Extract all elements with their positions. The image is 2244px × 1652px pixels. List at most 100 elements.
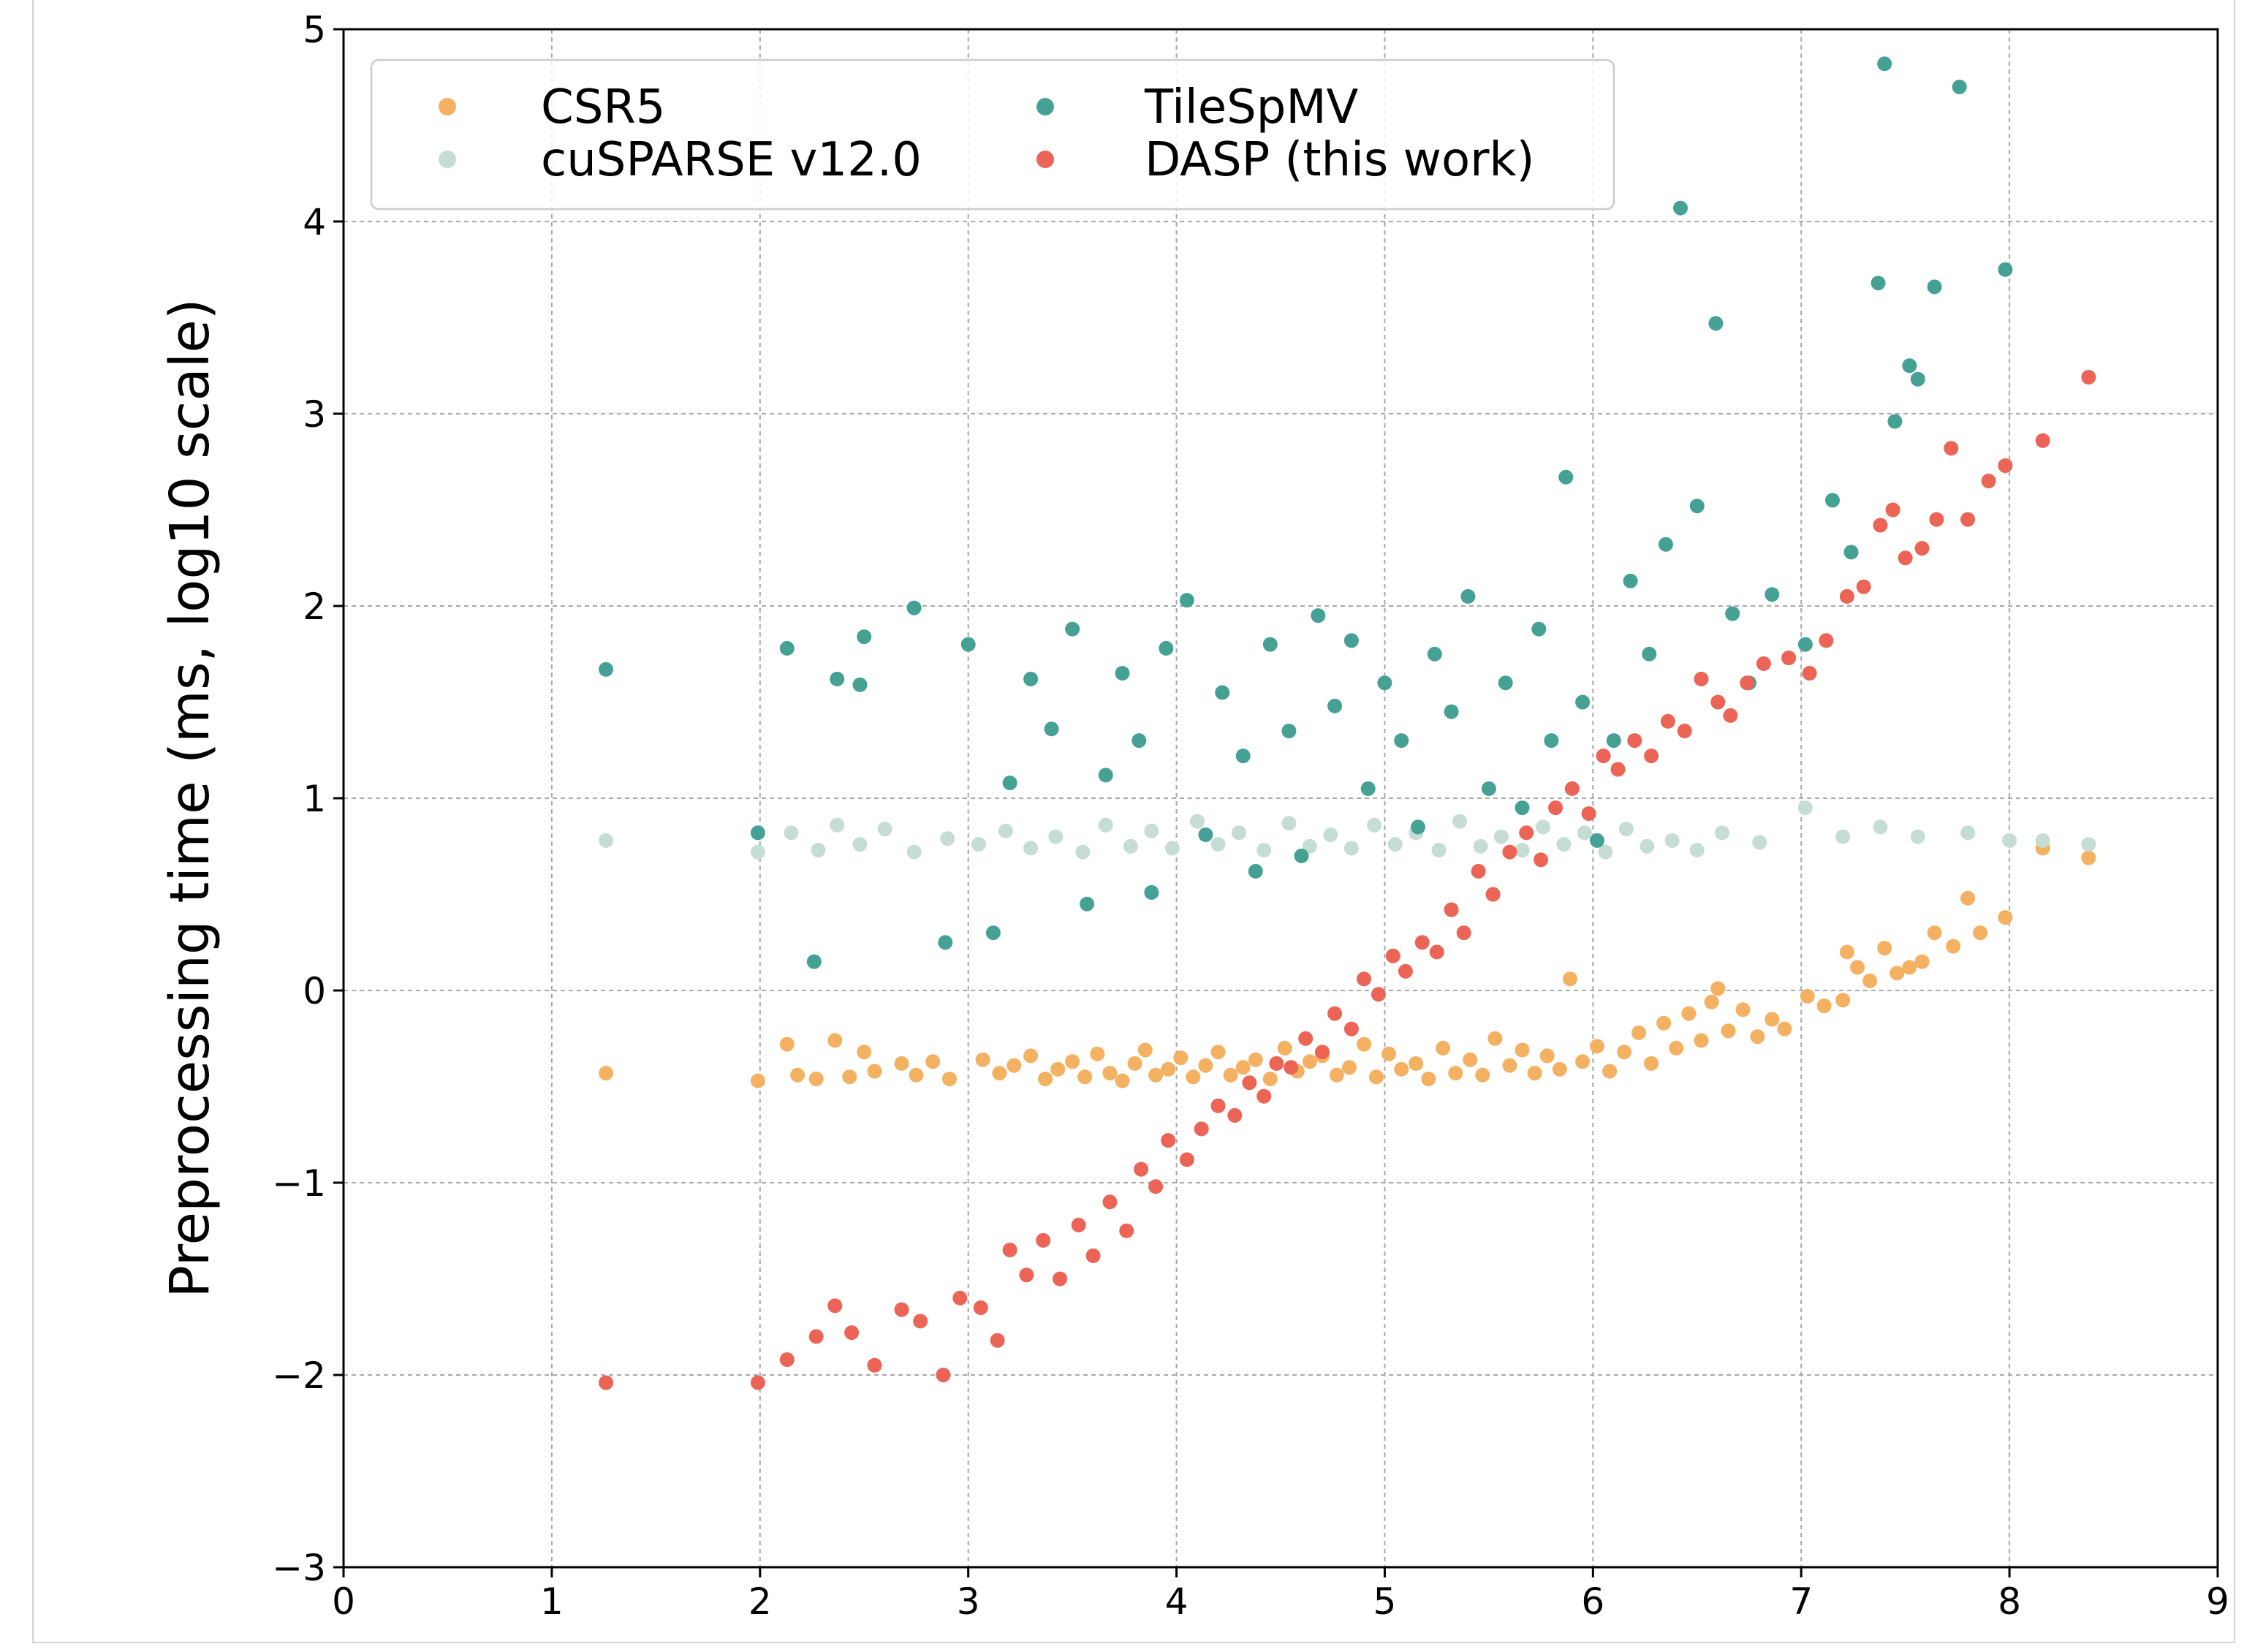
x-tick-label: 7 — [1789, 1580, 1813, 1623]
data-point — [1952, 79, 1967, 94]
data-point — [1387, 837, 1403, 852]
data-point — [1186, 1069, 1201, 1085]
data-point — [1539, 1048, 1555, 1064]
data-point — [867, 1064, 882, 1079]
data-point — [1502, 1058, 1517, 1073]
data-point — [1519, 825, 1534, 841]
data-point — [1725, 606, 1740, 621]
data-point — [925, 1054, 941, 1069]
data-point — [1800, 988, 1815, 1004]
data-point — [1750, 1029, 1765, 1045]
data-point — [1065, 1054, 1080, 1069]
data-point — [1877, 941, 1892, 956]
series-cusparse-v12-0 — [599, 800, 2096, 860]
data-point — [1548, 800, 1563, 816]
data-point — [1885, 502, 1900, 518]
data-point — [1998, 458, 2013, 473]
data-point — [1123, 838, 1138, 854]
x-tick-label: 8 — [1998, 1580, 2021, 1623]
data-point — [1284, 1060, 1299, 1075]
data-point — [1664, 833, 1680, 848]
data-point — [1602, 1064, 1618, 1079]
y-tick-label: 2 — [303, 586, 326, 628]
data-point — [1431, 843, 1447, 857]
x-tick-label: 9 — [2206, 1580, 2229, 1623]
data-point — [1262, 637, 1278, 652]
y-tick-label: −3 — [272, 1547, 326, 1589]
data-point — [1036, 1232, 1051, 1248]
data-point — [1825, 493, 1840, 508]
x-tick-label: 0 — [332, 1580, 355, 1623]
data-point — [1631, 1025, 1646, 1040]
data-point — [1115, 1073, 1130, 1088]
data-point — [1960, 890, 1976, 906]
data-point — [1343, 1021, 1359, 1037]
data-point — [1198, 827, 1213, 842]
data-point — [1577, 825, 1592, 841]
legend-label: TileSpMV — [1144, 80, 1359, 134]
data-point — [1623, 573, 1638, 588]
data-point — [1802, 666, 1817, 681]
data-point — [779, 640, 795, 656]
data-point — [1065, 621, 1080, 637]
data-point — [1077, 1069, 1093, 1085]
data-point — [1617, 1045, 1632, 1060]
data-points — [599, 56, 2096, 1390]
data-point — [1436, 1040, 1451, 1056]
axis-ticks: 0 1 2 3 4 5 6 7 8 9 −3 −2 −1 0 1 2 3 4 5 — [272, 9, 2229, 1623]
data-point — [1256, 843, 1272, 857]
data-point — [779, 1352, 795, 1367]
data-point — [1232, 825, 1246, 841]
data-point — [1590, 1039, 1604, 1054]
data-point — [857, 1045, 872, 1060]
data-point — [1394, 1061, 1409, 1077]
data-point — [1694, 671, 1709, 686]
data-point — [1421, 1072, 1436, 1086]
data-point — [1910, 829, 1925, 844]
data-point — [1137, 1042, 1153, 1058]
data-point — [806, 954, 822, 969]
legend-label: DASP (this work) — [1145, 133, 1534, 187]
data-point — [2035, 433, 2050, 448]
data-point — [599, 833, 613, 848]
data-point — [1473, 838, 1488, 854]
data-point — [1294, 848, 1309, 863]
data-point — [1367, 817, 1382, 833]
data-point — [1752, 835, 1767, 850]
data-point — [1161, 1061, 1176, 1077]
data-point — [1448, 1066, 1463, 1081]
data-point — [1627, 733, 1642, 749]
data-point — [1596, 749, 1611, 764]
data-point — [1210, 837, 1226, 852]
data-point — [1877, 56, 1892, 72]
data-point — [599, 1066, 613, 1081]
data-point — [1960, 825, 1976, 841]
data-point — [790, 1067, 806, 1083]
data-point — [992, 1066, 1007, 1081]
data-point — [1144, 823, 1159, 838]
data-point — [808, 1329, 824, 1344]
data-point — [844, 1325, 860, 1341]
data-point — [1050, 1061, 1066, 1077]
data-point — [1385, 948, 1400, 963]
data-point — [1656, 1015, 1672, 1031]
data-point — [1357, 1037, 1371, 1052]
series-csr5 — [599, 841, 2096, 1088]
data-point — [1777, 1021, 1792, 1037]
data-point — [1132, 733, 1147, 749]
data-point — [985, 925, 1001, 941]
data-point — [906, 600, 922, 615]
data-point — [1536, 819, 1550, 835]
data-point — [1002, 776, 1017, 790]
data-point — [1190, 814, 1205, 829]
data-point — [1873, 819, 1888, 835]
data-point — [1644, 749, 1659, 764]
data-point — [1765, 1012, 1780, 1027]
data-point — [877, 822, 892, 837]
data-point — [1148, 1067, 1164, 1083]
data-point — [1819, 633, 1834, 648]
data-point — [1235, 749, 1251, 764]
data-point — [1781, 651, 1797, 665]
data-point — [1463, 1052, 1478, 1067]
